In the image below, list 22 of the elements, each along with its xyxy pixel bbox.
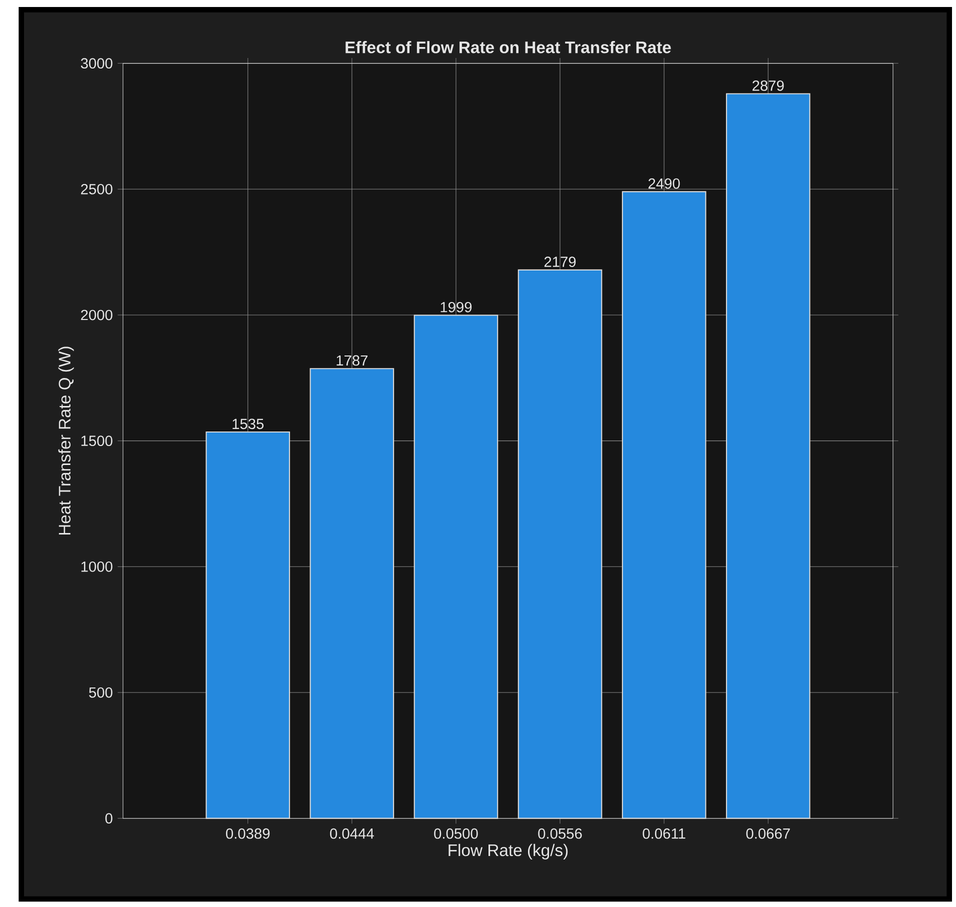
x-tick-label: 0.0500 <box>434 828 478 839</box>
data-label: 1999 <box>440 302 472 312</box>
x-tick-label: 0.0389 <box>226 828 270 839</box>
x-tick-label: 0.0667 <box>746 828 790 839</box>
data-label: 2179 <box>544 256 576 268</box>
data-label: 2879 <box>752 80 784 91</box>
y-tick-label: 2500 <box>81 184 112 194</box>
x-tick-label: 0.0444 <box>330 828 374 839</box>
data-label: 2490 <box>648 178 680 189</box>
y-tick-label: 2000 <box>81 310 112 320</box>
chart-title: Effect of Flow Rate on Heat Transfer Rate <box>346 41 671 54</box>
x-tick-label: 0.0556 <box>538 828 582 839</box>
data-label: 1535 <box>232 418 264 430</box>
y-tick-label: 1000 <box>81 561 112 572</box>
y-tick-label: 3000 <box>80 58 112 69</box>
y-tick-label: 500 <box>89 687 112 698</box>
y-tick-label: 1500 <box>81 436 112 446</box>
y-tick-label: 0 <box>105 813 112 824</box>
x-tick-label: 0.0611 <box>642 828 686 839</box>
y-axis-title: Heat Transfer Rate Q (W) <box>58 346 74 535</box>
data-label: 1787 <box>336 355 368 366</box>
x-axis-title: Flow Rate (kg/s) <box>448 844 568 860</box>
